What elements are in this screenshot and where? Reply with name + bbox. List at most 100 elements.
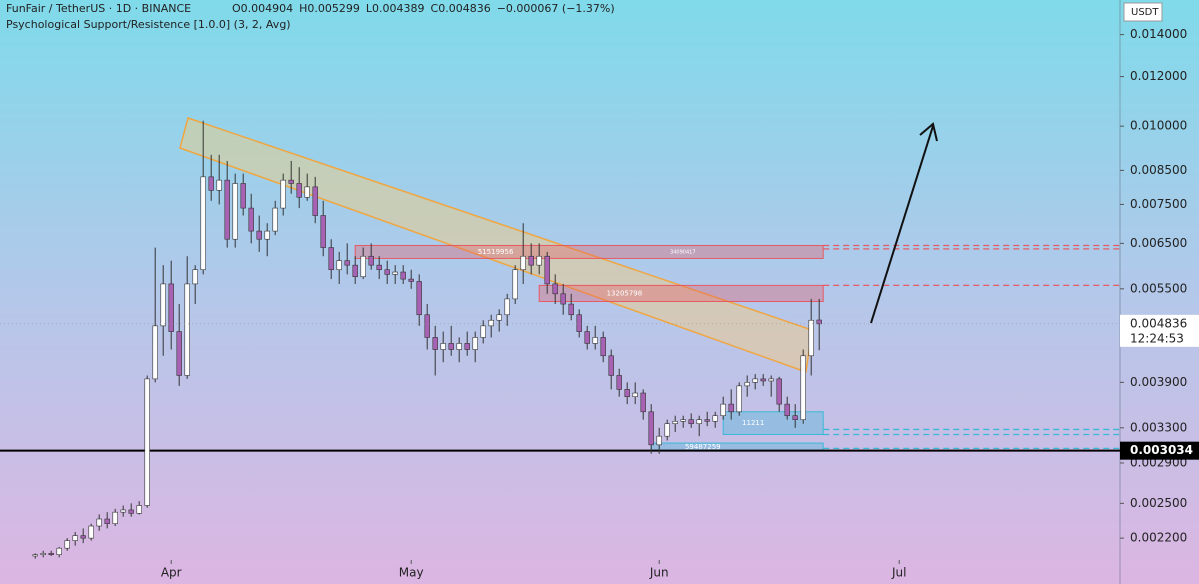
arrow [870,125,934,324]
candle-body [432,337,438,350]
candle-body [640,392,646,413]
candle-body [736,385,742,413]
arrow-head [919,122,938,142]
candle-body [480,325,486,338]
candle-body [672,420,678,425]
last-price-label: 0.004836 [1130,316,1187,330]
candle-body [344,260,350,266]
y-tick-label: 0.007500 [1130,197,1187,211]
candle-body [704,419,710,422]
candle-body [400,271,406,280]
candle-body [784,403,790,417]
candle-body [368,255,374,266]
candle-body [64,540,70,549]
x-tick-label: Jul [891,566,906,580]
candle-body [808,319,814,357]
candle-body [88,525,94,539]
candle-body [568,303,574,316]
last-price-bg [1120,314,1199,347]
candle-body [680,419,686,422]
candle-body [416,281,422,316]
candle-body [176,331,182,376]
candle-body [488,319,494,327]
candle-body [144,378,150,506]
y-tick-label: 0.008500 [1130,163,1187,177]
candle-body [472,337,478,350]
candle-body [336,260,342,271]
ohlc-legend: O0.004904 [232,2,293,15]
candle-body [800,355,806,420]
candle-body [720,403,726,417]
candle-body [744,382,750,387]
y-tick-label: 0.006500 [1130,236,1187,250]
y-tick-label: 0.003300 [1130,420,1187,434]
candle-body [688,419,694,425]
support-label-bg [1120,441,1199,460]
candle-body [648,411,654,446]
candle-body [40,553,46,555]
candle-body [456,343,462,350]
y-tick-label: 0.012000 [1130,69,1187,83]
candle-body [96,518,102,527]
candle-body [112,511,118,524]
candle-body [48,553,54,555]
candle-body [240,183,246,209]
candle-body [696,419,702,425]
candle-body [160,283,166,327]
zone-label: 13205798 [607,289,643,297]
candle-body [168,283,174,332]
candle-body [552,283,558,295]
candle-body [440,343,446,350]
candle-body [272,207,278,232]
ohlc-legend: L0.004389 [366,2,425,15]
candle-body [32,554,38,557]
candle-body [216,179,222,191]
zone-label: 11211 [742,419,764,427]
candle-body [656,435,662,446]
candle-body [592,337,598,344]
y-tick-label: 0.002200 [1130,531,1187,545]
candle-body [56,547,62,555]
chart-title: FunFair / TetherUS · 1D · BINANCE [6,2,191,15]
candle-body [712,415,718,422]
candle-body [496,314,502,321]
zone [722,411,824,435]
candle-body [544,255,550,285]
candle-body [256,230,262,240]
candle-body [72,535,78,541]
candle-body [384,269,390,275]
candle-body [296,183,302,198]
y-tick-label: 0.010000 [1130,119,1187,133]
candle-body [520,255,526,271]
candle-body [392,271,398,275]
zone-label: 34090417 [670,249,695,255]
candle-body [616,375,622,390]
candle-body [264,230,270,240]
candle-body [632,392,638,397]
y-tick-label: 0.002500 [1130,496,1187,510]
candle-body [760,378,766,382]
candle-body [536,255,542,266]
candle-body [328,247,334,271]
candle-body [608,355,614,376]
candle-body [512,269,518,300]
candle-body [104,518,110,524]
candle-body [128,509,134,514]
candle-body [752,378,758,383]
ohlc-legend: −0.000067 (−1.37%) [497,2,615,15]
x-tick-label: Apr [161,566,182,580]
candle-body [768,378,774,382]
ohlc-legend: H0.005299 [299,2,360,15]
candle-body [448,343,454,350]
candle-body [120,509,126,513]
candle-body [136,505,142,514]
indicator-label: Psychological Support/Resistence [1.0.0]… [6,18,291,31]
candle-body [152,325,158,380]
ohlc-legend: C0.004836 [431,2,491,15]
candle-body [584,331,590,344]
candle-body [464,343,470,350]
y-tick-label: 0.005500 [1130,281,1187,295]
zone-label: 51519956 [478,248,514,256]
